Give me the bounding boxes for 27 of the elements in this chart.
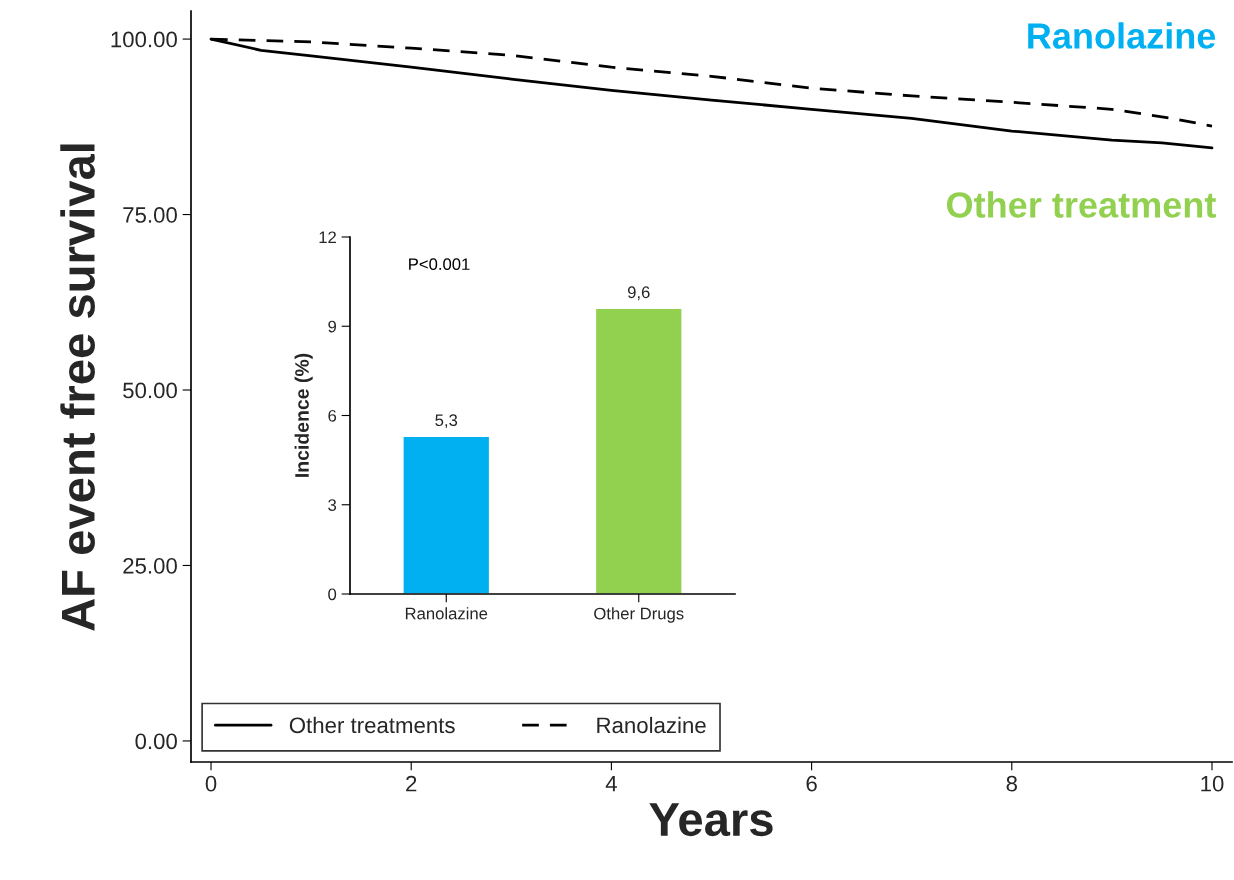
x-axis-title: Years xyxy=(649,803,773,837)
y-tick-label: 25.00 xyxy=(123,558,177,574)
y-tick-label: 6 xyxy=(328,409,337,422)
y-tick-label: 3 xyxy=(328,499,337,511)
y-tick-label: 0.00 xyxy=(135,733,177,750)
y-tick-label: 9 xyxy=(328,320,337,333)
x-tick-label: 2 xyxy=(406,775,417,792)
x-tick-label: Other Drugs xyxy=(594,607,684,623)
y-tick-label: 100.00 xyxy=(111,31,177,48)
data-label: 9,6 xyxy=(627,286,650,301)
legend-label: Ranolazine xyxy=(597,716,706,734)
x-tick-label: 0 xyxy=(205,775,217,792)
annotation: Ranolazine xyxy=(1028,22,1216,49)
y-tick-label: 50.00 xyxy=(123,382,177,399)
y-axis-title: Incidence (%) xyxy=(294,353,313,477)
y-tick-label: 0 xyxy=(328,588,337,601)
x-tick-label: 10 xyxy=(1201,775,1224,792)
x-tick-label: 6 xyxy=(806,775,817,792)
data-label: 5,3 xyxy=(435,414,458,429)
y-tick-label: 12 xyxy=(319,231,336,244)
legend-label: Other treatments xyxy=(289,716,455,734)
y-tick-label: 75.00 xyxy=(123,207,177,223)
x-tick-label: 4 xyxy=(605,776,617,792)
y-axis-title: AF event free survival xyxy=(60,144,95,631)
annotation: Other treatment xyxy=(947,191,1216,218)
annotation: P<0.001 xyxy=(409,258,470,271)
x-tick-label: 8 xyxy=(1006,775,1017,792)
